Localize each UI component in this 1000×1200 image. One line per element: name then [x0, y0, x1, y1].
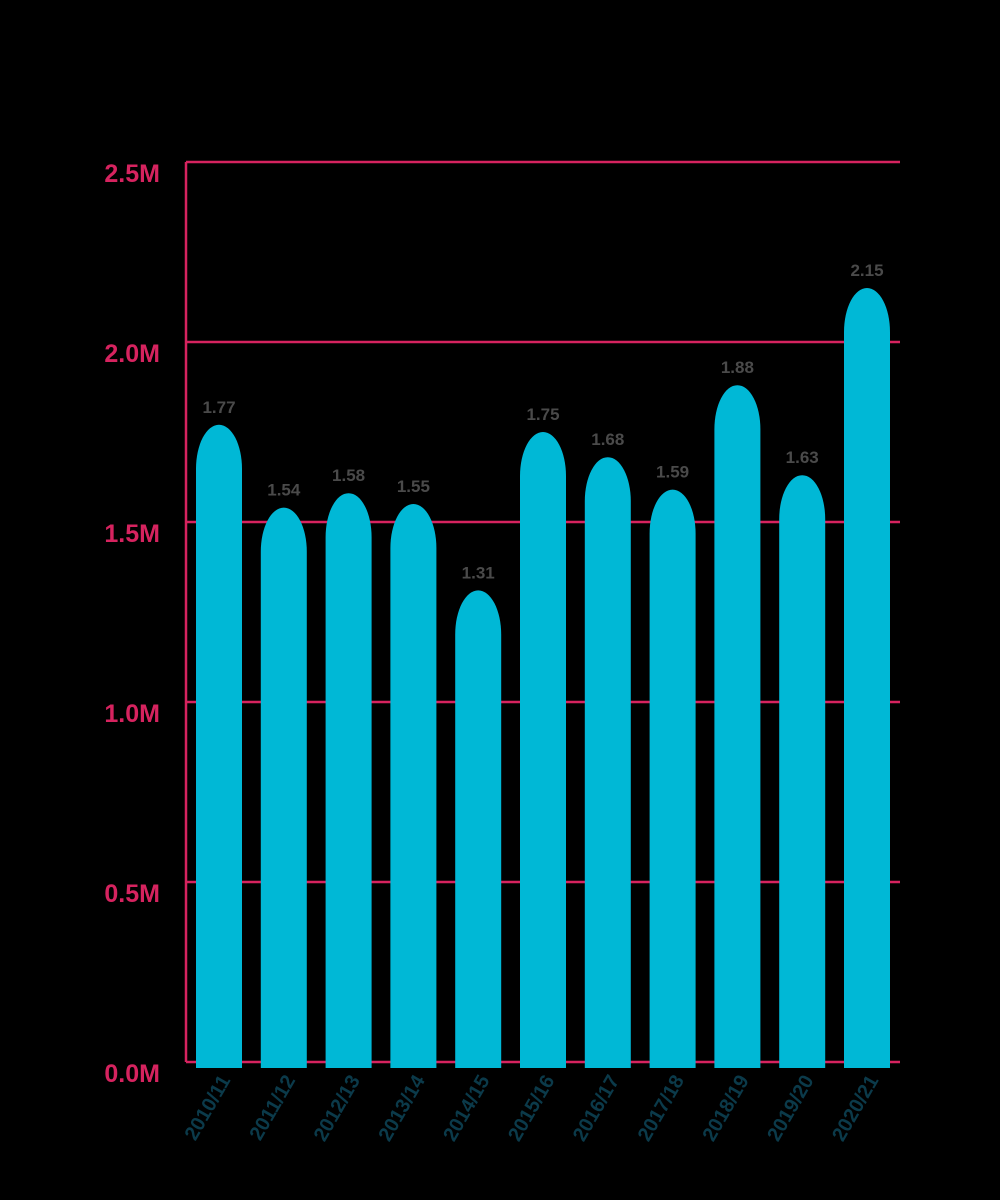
x-tick-label: 2013/14: [375, 1071, 431, 1145]
x-tick-label: 2018/19: [699, 1072, 754, 1146]
data-label: 1.75: [526, 405, 559, 424]
data-label: 1.55: [397, 477, 430, 496]
x-axis-ticks: 2010/11 2011/12 2012/13 2013/14 2014/15 2015/…: [181, 1071, 884, 1145]
bar: [260, 507, 307, 1069]
y-tick-label: 2.5M: [104, 160, 160, 188]
x-tick-label: 2016/17: [569, 1072, 624, 1146]
bar: [455, 590, 502, 1068]
x-tick-label: 2012/13: [310, 1072, 365, 1146]
data-label: 2.15: [850, 261, 883, 280]
bar: [325, 493, 372, 1068]
y-tick-label: 0.5M: [104, 880, 160, 908]
bar-layer: [196, 288, 890, 1069]
bar: [196, 424, 242, 1068]
y-tick-label: 2.0M: [104, 340, 160, 368]
data-label-layer: 1.77 1.54 1.58 1.55 1.31 1.75 1.68 1.59 1.88 1.63…: [202, 261, 883, 582]
y-tick-label: 1.5M: [104, 520, 160, 548]
data-label: 1.63: [786, 448, 819, 467]
x-tick-label: 2017/18: [634, 1072, 689, 1146]
data-label: 1.54: [267, 481, 301, 500]
y-tick-label: 1.0M: [104, 700, 160, 728]
bar: [649, 489, 696, 1069]
x-tick-label: 2014/15: [439, 1072, 494, 1146]
x-tick-label: 2015/16: [504, 1072, 559, 1146]
y-axis-ticks: 0.0M 0.5M 1.0M 1.5M 2.0M 2.5M: [104, 160, 160, 1088]
data-label: 1.77: [202, 398, 235, 417]
data-label: 1.59: [656, 463, 689, 482]
bar: [584, 457, 631, 1068]
x-tick-label: 2010/11: [181, 1072, 236, 1145]
bar: [714, 385, 761, 1068]
x-tick-label: 2020/21: [828, 1072, 883, 1146]
y-tick-label: 0.0M: [104, 1060, 160, 1088]
bar: [844, 288, 890, 1068]
bar: [390, 504, 437, 1069]
data-label: 1.88: [721, 358, 754, 377]
x-tick-label: 2019/20: [763, 1072, 818, 1146]
data-label: 1.31: [462, 563, 495, 582]
x-tick-label: 2011/12: [245, 1072, 300, 1145]
data-label: 1.58: [332, 466, 365, 485]
data-label: 1.68: [591, 430, 624, 449]
bar: [520, 432, 566, 1068]
bar: [779, 475, 826, 1068]
